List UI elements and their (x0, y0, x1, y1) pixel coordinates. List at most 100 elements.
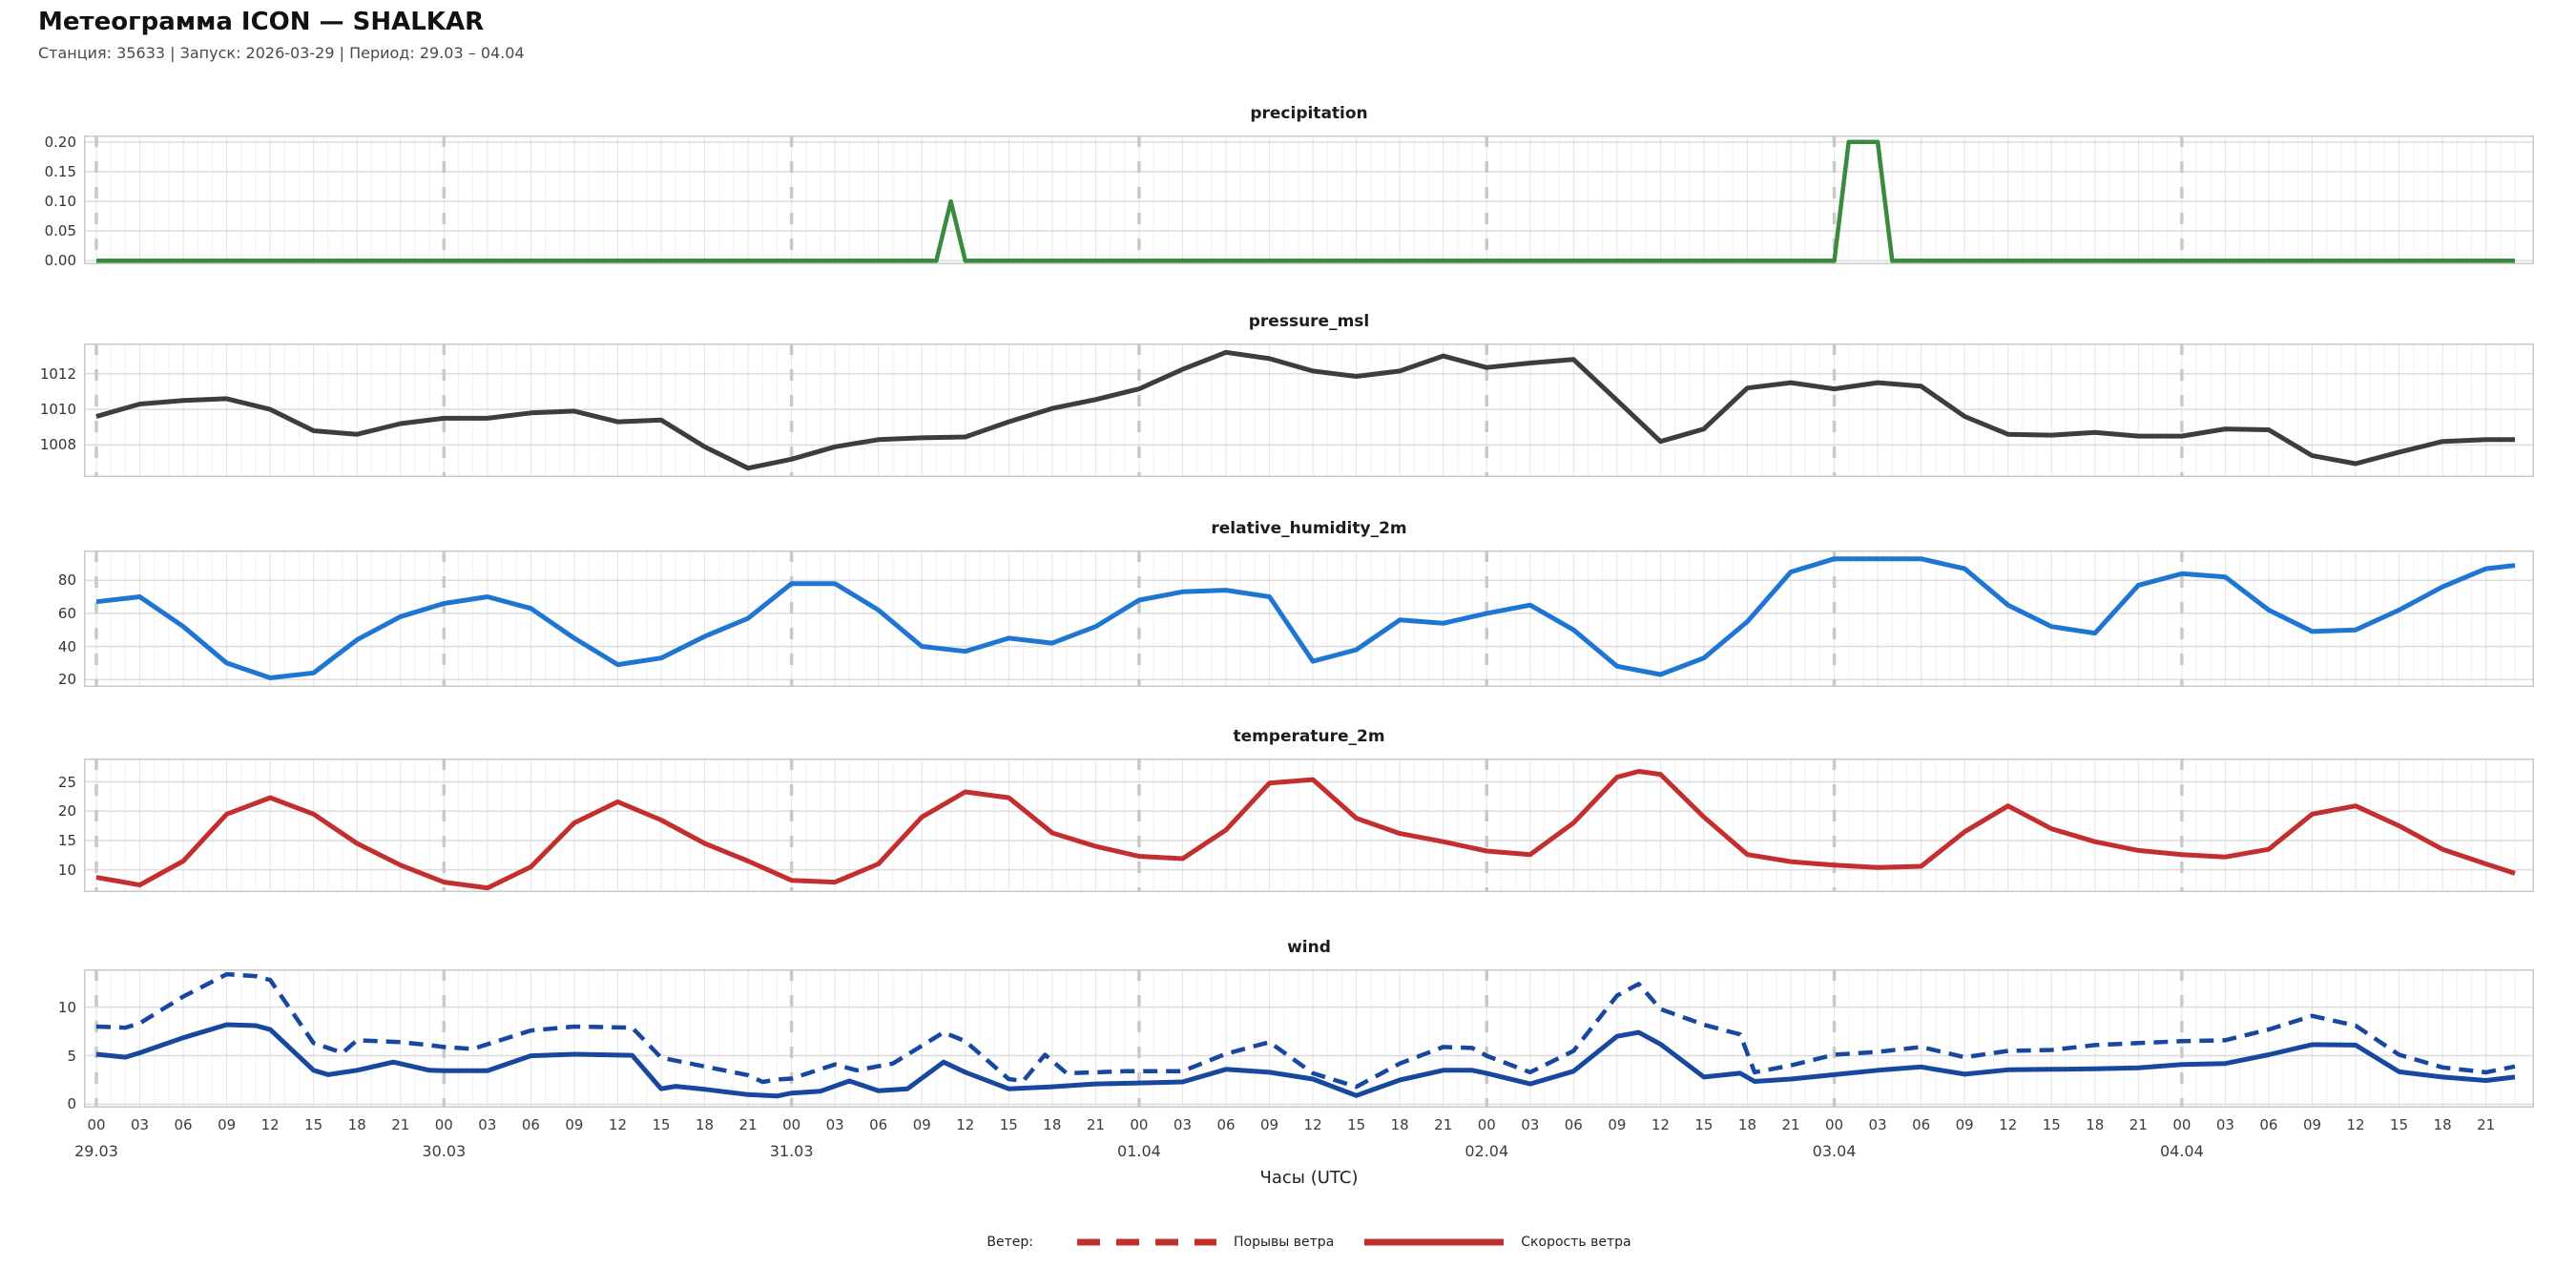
x-tick-label: 12 (1999, 1116, 2018, 1133)
y-tick-label: 20 (57, 671, 76, 689)
x-tick-label: 09 (1955, 1116, 1974, 1133)
x-tick-label: 15 (652, 1116, 671, 1133)
y-tick-label: 1008 (39, 436, 76, 454)
x-tick-label: 00 (1825, 1116, 1844, 1133)
x-tick-label: 18 (695, 1116, 715, 1133)
x-tick-label: 06 (174, 1116, 193, 1133)
y-tick-label: 1012 (39, 364, 76, 383)
x-tick-label: 09 (1608, 1116, 1627, 1133)
x-tick-label: 12 (1303, 1116, 1322, 1133)
x-tick-label: 03 (478, 1116, 497, 1133)
x-tick-label: 09 (218, 1116, 237, 1133)
gusts-dashed-line-sample (1077, 1238, 1216, 1246)
x-tick-label: 00 (2172, 1116, 2192, 1133)
panel-title-temperature: temperature_2m (1233, 727, 1385, 746)
x-tick-label: 18 (1737, 1116, 1757, 1133)
x-tick-label: 21 (1086, 1116, 1105, 1133)
x-tick-label: 18 (1390, 1116, 1409, 1133)
x-tick-label: 09 (1260, 1116, 1279, 1133)
legend-label-speed: Скорость ветра (1521, 1235, 1631, 1250)
wind-legend: Ветер: Порывы ветра Скорость ветра (84, 1235, 2534, 1250)
y-tick-label: 0.00 (44, 252, 76, 270)
panel-title-wind: wind (1287, 938, 1331, 957)
y-tick-label: 0.05 (44, 222, 76, 240)
x-tick-label: 00 (1130, 1116, 1149, 1133)
x-tick-label: 06 (869, 1116, 888, 1133)
x-tick-label: 15 (1694, 1116, 1714, 1133)
y-tick-label: 40 (57, 637, 76, 655)
x-tick-label: 21 (2477, 1116, 2496, 1133)
x-tick-label: 00 (87, 1116, 106, 1133)
x-tick-label: 21 (2129, 1116, 2148, 1133)
x-tick-label: 00 (782, 1116, 801, 1133)
x-tick-label: 12 (260, 1116, 280, 1133)
plot-area-precipitation (84, 135, 2534, 264)
x-tick-label: 18 (1043, 1116, 1062, 1133)
page-subtitle: Станция: 35633 | Запуск: 2026-03-29 | Пе… (38, 44, 525, 62)
date-tick-label: 01.04 (1117, 1142, 1161, 1160)
panel-title-pressure: pressure_msl (1248, 312, 1370, 331)
legend-item-gusts: Порывы ветра (1075, 1235, 1334, 1250)
y-tick-label: 25 (57, 773, 76, 791)
x-tick-label: 03 (825, 1116, 844, 1133)
y-tick-label: 10 (57, 861, 76, 879)
x-tick-label: 00 (1477, 1116, 1496, 1133)
x-tick-label: 06 (1216, 1116, 1236, 1133)
date-tick-label: 31.03 (769, 1142, 814, 1160)
y-tick-label: 0.20 (44, 133, 76, 151)
panel-title-humidity: relative_humidity_2m (1211, 519, 1407, 538)
x-tick-label: 21 (738, 1116, 758, 1133)
x-tick-label: 06 (1564, 1116, 1583, 1133)
x-tick-label: 12 (2346, 1116, 2365, 1133)
x-tick-label: 03 (1173, 1116, 1193, 1133)
x-tick-label: 09 (912, 1116, 931, 1133)
page-title: Метеограмма ICON — SHALKAR (38, 8, 485, 36)
legend-item-speed: Скорость ветра (1362, 1235, 1631, 1250)
speed-solid-line-sample (1364, 1238, 1505, 1246)
y-tick-label: 1010 (39, 401, 76, 419)
x-tick-label: 15 (2390, 1116, 2409, 1133)
x-tick-label: 06 (521, 1116, 540, 1133)
y-tick-label: 80 (57, 571, 76, 590)
y-tick-label: 15 (57, 831, 76, 849)
date-tick-label: 30.03 (422, 1142, 467, 1160)
plot-area-temperature_2m (84, 758, 2534, 892)
y-tick-label: 5 (67, 1047, 76, 1065)
x-tick-label: 12 (1651, 1116, 1670, 1133)
y-tick-label: 0 (67, 1095, 76, 1113)
plot-area-wind (84, 969, 2534, 1108)
legend-title: Ветер: (987, 1235, 1033, 1250)
x-axis-label: Часы (UTC) (1259, 1168, 1359, 1188)
panel-title-precipitation: precipitation (1250, 104, 1368, 123)
x-tick-label: 03 (2215, 1116, 2234, 1133)
x-tick-label: 12 (608, 1116, 627, 1133)
x-tick-label: 21 (1434, 1116, 1453, 1133)
x-tick-label: 21 (391, 1116, 410, 1133)
x-tick-label: 18 (2433, 1116, 2452, 1133)
x-tick-label: 15 (304, 1116, 323, 1133)
legend-label-gusts: Порывы ветра (1234, 1235, 1335, 1250)
x-tick-label: 15 (1347, 1116, 1366, 1133)
y-tick-label: 0.10 (44, 193, 76, 211)
x-tick-label: 06 (1912, 1116, 1931, 1133)
x-tick-label: 15 (999, 1116, 1018, 1133)
x-tick-label: 15 (2042, 1116, 2061, 1133)
x-tick-label: 03 (1521, 1116, 1540, 1133)
date-tick-label: 02.04 (1465, 1142, 1509, 1160)
date-tick-label: 04.04 (2159, 1142, 2204, 1160)
date-tick-label: 03.04 (1812, 1142, 1857, 1160)
y-tick-label: 0.15 (44, 162, 76, 180)
date-tick-label: 29.03 (74, 1142, 118, 1160)
x-tick-label: 09 (2302, 1116, 2322, 1133)
x-tick-label: 03 (130, 1116, 150, 1133)
y-tick-label: 60 (57, 604, 76, 622)
x-tick-label: 21 (1781, 1116, 1800, 1133)
plot-area-pressure_msl (84, 343, 2534, 477)
y-tick-label: 20 (57, 802, 76, 821)
x-tick-label: 12 (956, 1116, 975, 1133)
x-tick-label: 09 (565, 1116, 584, 1133)
x-tick-label: 18 (347, 1116, 366, 1133)
x-tick-label: 00 (434, 1116, 453, 1133)
x-tick-label: 06 (2259, 1116, 2278, 1133)
